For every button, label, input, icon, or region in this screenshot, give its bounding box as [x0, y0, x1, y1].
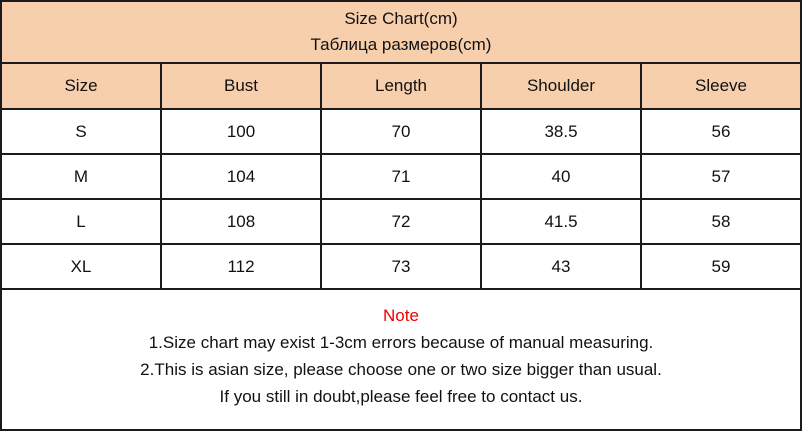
note-line: If you still in doubt,please feel free t…: [219, 387, 583, 406]
measurement-cell: 112: [160, 243, 322, 290]
size-label-cell: L: [0, 198, 162, 245]
note-title: Note: [383, 306, 419, 325]
measurement-cell: 38.5: [480, 108, 642, 155]
column-header: Bust: [160, 62, 322, 110]
column-header: Shoulder: [480, 62, 642, 110]
size-label-cell: S: [0, 108, 162, 155]
table-row: L 108 72 41.5 58: [0, 198, 802, 245]
size-table-body: S 100 70 38.5 56 M 104 71 40 57 L 108 72 41.5 58 XL 112 7…: [0, 108, 802, 290]
note-line: 1.Size chart may exist 1-3cm errors beca…: [148, 333, 654, 352]
measurement-cell: 100: [160, 108, 322, 155]
size-label-cell: XL: [0, 243, 162, 290]
column-header: Sleeve: [640, 62, 802, 110]
measurement-cell: 59: [640, 243, 802, 290]
chart-title-row: Size Chart(cm) Таблица размеров(cm): [0, 0, 802, 64]
table-row: XL 112 73 43 59: [0, 243, 802, 290]
note-lines: 1.Size chart may exist 1-3cm errors beca…: [2, 329, 800, 410]
measurement-cell: 71: [320, 153, 482, 200]
note-row: Note 1.Size chart may exist 1-3cm errors…: [0, 288, 802, 431]
measurement-cell: 58: [640, 198, 802, 245]
measurement-cell: 40: [480, 153, 642, 200]
measurement-cell: 72: [320, 198, 482, 245]
size-label-cell: M: [0, 153, 162, 200]
measurement-cell: 73: [320, 243, 482, 290]
measurement-cell: 104: [160, 153, 322, 200]
measurement-cell: 41.5: [480, 198, 642, 245]
column-header-row: Size Bust Length Shoulder Sleeve: [0, 62, 802, 110]
measurement-cell: 108: [160, 198, 322, 245]
measurement-cell: 56: [640, 108, 802, 155]
note-line: 2.This is asian size, please choose one …: [140, 360, 662, 379]
chart-title-cell: Size Chart(cm) Таблица размеров(cm): [0, 0, 802, 64]
table-row: M 104 71 40 57: [0, 153, 802, 200]
measurement-cell: 70: [320, 108, 482, 155]
measurement-cell: 57: [640, 153, 802, 200]
chart-title-ru: Таблица размеров(cm): [310, 35, 492, 54]
column-header: Length: [320, 62, 482, 110]
measurement-cell: 43: [480, 243, 642, 290]
chart-title-en: Size Chart(cm): [344, 9, 458, 28]
note-cell: Note 1.Size chart may exist 1-3cm errors…: [0, 288, 802, 431]
column-header: Size: [0, 62, 162, 110]
table-row: S 100 70 38.5 56: [0, 108, 802, 155]
